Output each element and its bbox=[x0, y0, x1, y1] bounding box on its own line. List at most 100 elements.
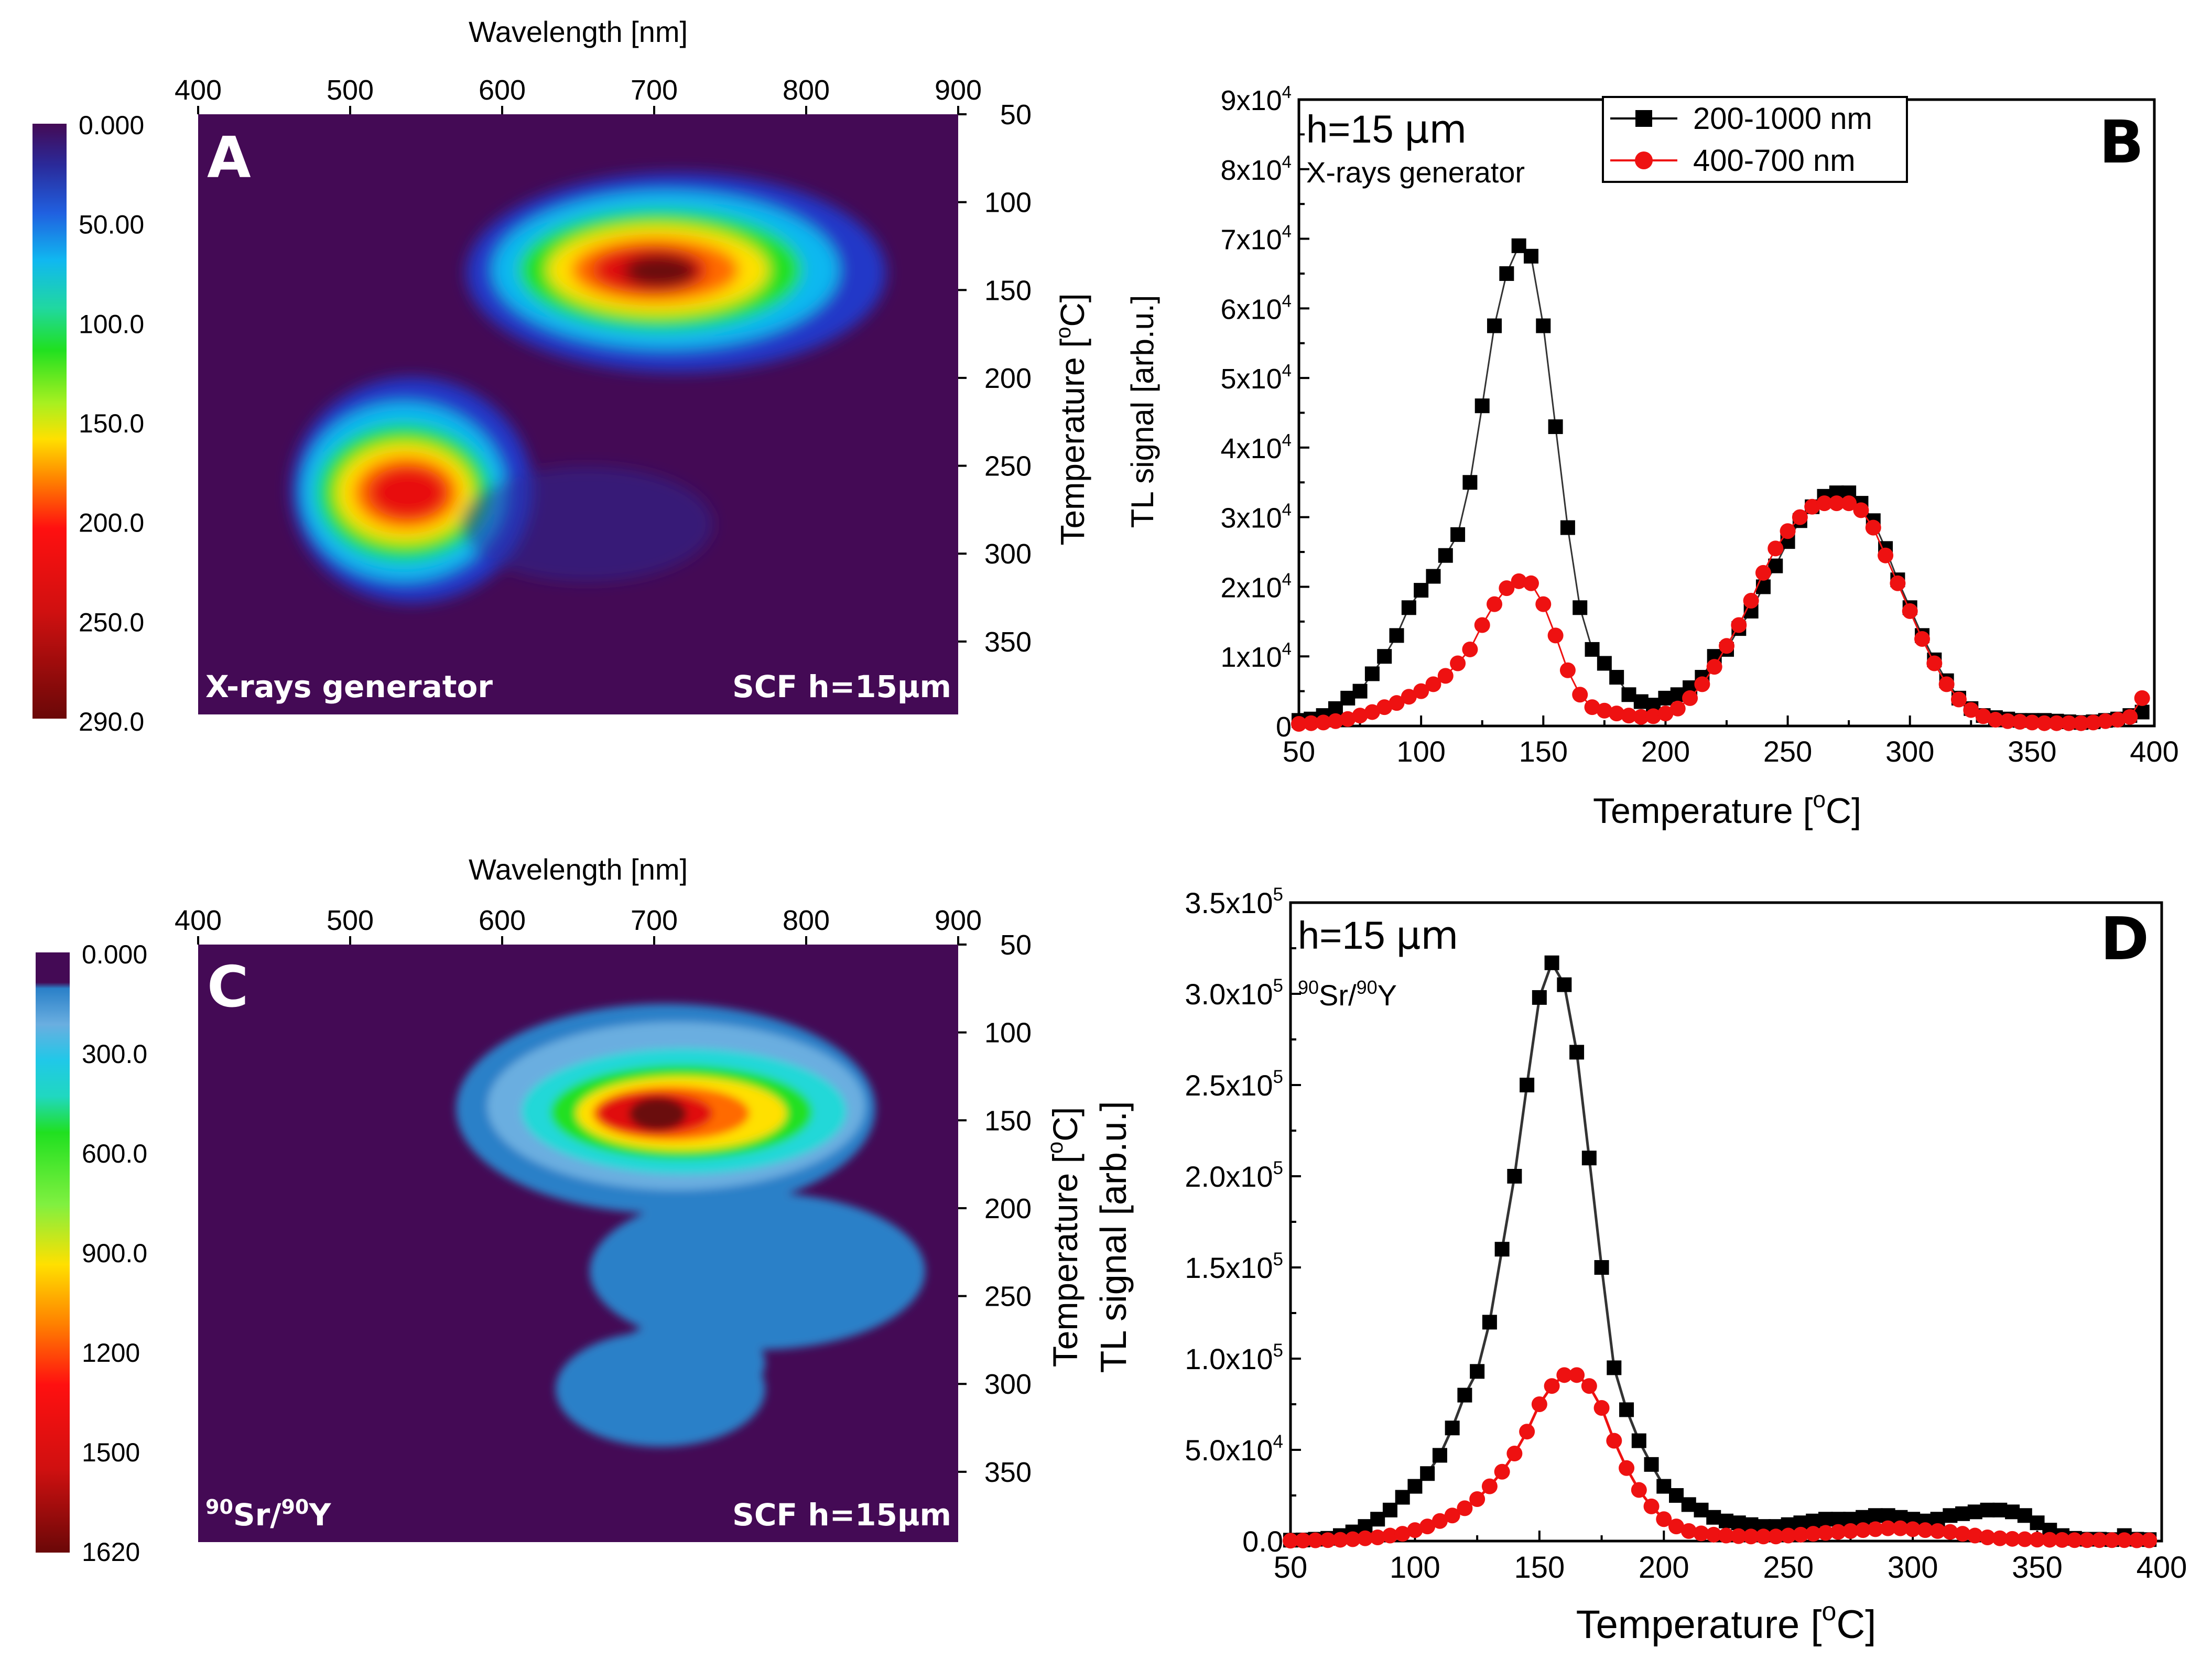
data-point-circle bbox=[2042, 1532, 2058, 1548]
data-point-circle bbox=[1572, 687, 1588, 703]
data-point-circle bbox=[1340, 711, 1356, 727]
y-tick-label: 1.5x105 bbox=[1185, 1249, 1283, 1284]
panel-a-temperature-ticks: 50 100 150 200 250 300 350 bbox=[958, 99, 1032, 658]
data-point-circle bbox=[1344, 1531, 1361, 1547]
panel-a-colorbar-ticks: 0.000 50.00 100.0 150.0 200.0 250.0 290.0 bbox=[79, 111, 144, 736]
data-point-circle bbox=[1719, 638, 1734, 654]
x-tick-label: 50 bbox=[1274, 1550, 1308, 1585]
temperature-tick-label: 250 bbox=[984, 451, 1032, 482]
panel-b-x-axis-label: Temperature [oC] bbox=[1593, 787, 1861, 831]
colorbar-tick-label: 250.0 bbox=[79, 608, 144, 637]
data-point-square bbox=[1414, 583, 1429, 598]
data-point-square bbox=[1523, 248, 1538, 264]
data-point-square bbox=[2005, 1504, 2020, 1520]
data-point-circle bbox=[2004, 1531, 2021, 1547]
data-point-circle bbox=[1481, 1478, 1498, 1494]
data-point-square bbox=[1955, 1506, 1970, 1521]
data-point-circle bbox=[1905, 1521, 1921, 1537]
data-point-square bbox=[1681, 1497, 1696, 1512]
data-point-circle bbox=[1967, 1527, 1983, 1544]
data-point-circle bbox=[1816, 495, 1833, 512]
data-point-circle bbox=[2079, 1532, 2095, 1548]
panel-c-annotation-right: SCF h=15µm bbox=[732, 1497, 951, 1533]
y-tick-label: 4x104 bbox=[1221, 430, 1292, 464]
data-point-square bbox=[1474, 398, 1490, 414]
data-point-circle bbox=[1315, 714, 1331, 731]
panel-a-top-axis-label: Wavelength [nm] bbox=[469, 15, 688, 48]
data-point-circle bbox=[1584, 699, 1600, 715]
data-point-circle bbox=[2129, 1532, 2145, 1548]
x-tick-label: 150 bbox=[1519, 735, 1568, 768]
data-point-circle bbox=[1370, 1530, 1386, 1546]
data-point-circle bbox=[1425, 676, 1441, 692]
data-point-circle bbox=[1364, 704, 1380, 720]
panel-c-letter: C bbox=[207, 955, 248, 1020]
x-tick-label: 300 bbox=[1888, 1550, 1938, 1585]
data-point-square bbox=[1457, 1387, 1472, 1403]
data-point-circle bbox=[1606, 1433, 1622, 1449]
data-point-square bbox=[1532, 990, 1547, 1005]
wavelength-tick-label: 600 bbox=[479, 905, 526, 936]
data-point-square bbox=[1548, 419, 1563, 435]
wavelength-tick-label: 800 bbox=[783, 905, 830, 936]
wavelength-tick-label: 700 bbox=[631, 74, 678, 106]
temperature-tick-label: 350 bbox=[984, 1457, 1032, 1488]
data-point-square bbox=[1536, 318, 1551, 333]
data-point-circle bbox=[1975, 708, 1991, 724]
x-tick-label: 50 bbox=[1283, 735, 1315, 768]
data-point-square bbox=[1407, 1479, 1423, 1494]
data-point-circle bbox=[1828, 495, 1845, 512]
wavelength-tick-label: 400 bbox=[175, 905, 222, 936]
data-point-square bbox=[1470, 1364, 1485, 1379]
colorbar-tick-label: 150.0 bbox=[79, 409, 144, 438]
colorbar-tick-label: 300.0 bbox=[82, 1039, 147, 1069]
temperature-tick-label: 50 bbox=[1000, 929, 1032, 961]
colorbar-tick-label: 100.0 bbox=[79, 309, 144, 339]
y-tick-label: 2x104 bbox=[1221, 569, 1292, 603]
panel-b-plot-area bbox=[1297, 98, 2156, 728]
data-point-circle bbox=[1352, 708, 1368, 724]
wavelength-tick-label: 500 bbox=[327, 905, 374, 936]
data-point-circle bbox=[1938, 676, 1955, 692]
y-tick-label: 2.5x105 bbox=[1185, 1067, 1283, 1102]
panel-b-axes: 50 100 150 200 250 300 350 400 0 1x104 2x104 3x104 4… bbox=[1221, 82, 2179, 768]
panel-b-legend-box bbox=[1602, 96, 1908, 183]
panel-a-annotation-right: SCF h=15µm bbox=[732, 669, 951, 704]
y-tick-label: 2.0x105 bbox=[1185, 1158, 1283, 1193]
data-point-circle bbox=[2036, 715, 2053, 731]
data-point-circle bbox=[1619, 1460, 1635, 1476]
data-point-circle bbox=[1669, 700, 1686, 717]
y-tick-label: 3.5x105 bbox=[1185, 884, 1283, 919]
data-point-circle bbox=[1768, 540, 1784, 557]
data-point-square bbox=[1420, 1466, 1435, 1481]
data-point-circle bbox=[1295, 1532, 1311, 1548]
panel-a-emission-tail bbox=[461, 467, 713, 582]
data-point-circle bbox=[1645, 708, 1662, 724]
data-point-square bbox=[1557, 977, 1572, 992]
data-point-circle bbox=[1680, 1523, 1697, 1539]
data-point-circle bbox=[1865, 519, 1881, 536]
data-point-square bbox=[1401, 600, 1416, 615]
data-point-square bbox=[1445, 1420, 1460, 1436]
panel-c-colorbar-ticks: 0.000 300.0 600.0 900.0 1200 1500 1620 bbox=[82, 940, 147, 1567]
data-point-circle bbox=[1718, 1527, 1734, 1544]
data-point-square bbox=[1818, 1512, 1833, 1527]
data-point-circle bbox=[1682, 690, 1698, 706]
panel-b: 50 100 150 200 250 300 350 400 0 1x104 2x104 3x104 4… bbox=[1125, 82, 2179, 831]
data-point-square bbox=[1569, 1045, 1585, 1060]
colorbar-tick-label: 290.0 bbox=[79, 707, 144, 736]
data-point-square bbox=[1581, 1151, 1597, 1166]
data-point-circle bbox=[1499, 580, 1515, 597]
data-point-circle bbox=[2091, 1532, 2108, 1548]
data-point-square bbox=[1656, 1479, 1672, 1494]
data-point-circle bbox=[1547, 627, 1564, 644]
wavelength-tick-label: 400 bbox=[175, 74, 222, 106]
data-point-square bbox=[1462, 475, 1478, 490]
panel-d-subtitle: 90Sr/90Y bbox=[1298, 977, 1397, 1012]
data-point-circle bbox=[2134, 690, 2150, 706]
data-point-square bbox=[1806, 1513, 1821, 1528]
data-point-circle bbox=[1817, 1525, 1834, 1541]
temperature-tick-label: 350 bbox=[984, 626, 1032, 658]
data-point-circle bbox=[1992, 1530, 2008, 1546]
